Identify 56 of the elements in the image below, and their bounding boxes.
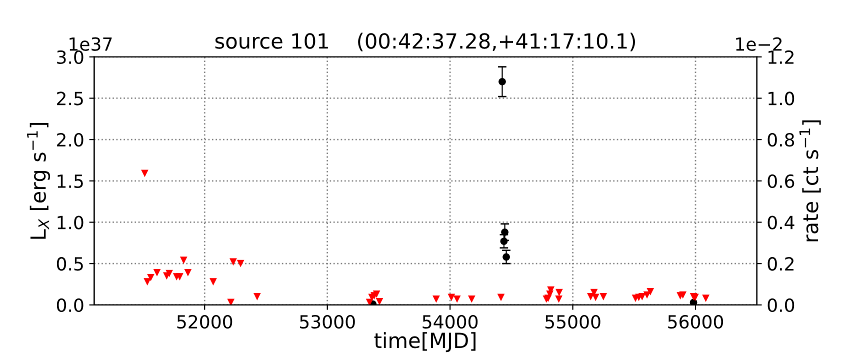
point [502, 253, 510, 261]
y2-tick-label: 0.4 [768, 216, 794, 230]
point [498, 78, 506, 86]
point [253, 292, 261, 300]
y-tick-label: 3.0 [57, 50, 84, 64]
y2-tick-label: 1.2 [768, 50, 794, 64]
point [236, 260, 244, 268]
point [497, 294, 505, 302]
point [166, 270, 173, 278]
point [144, 278, 151, 286]
y-tick-label: 2.0 [57, 133, 84, 147]
point [180, 256, 188, 264]
point [702, 294, 710, 302]
text: 1e37 [70, 37, 112, 51]
point [555, 288, 563, 296]
y2-tick-label: 1.0 [768, 92, 794, 106]
point [679, 291, 687, 299]
point [372, 290, 380, 298]
y2-tick-label: 0.8 [768, 133, 794, 147]
y2-tick-label: 0.2 [768, 257, 794, 271]
point [448, 294, 456, 302]
point [227, 298, 235, 305]
x-tick-label: 55000 [545, 314, 600, 329]
point [468, 295, 476, 303]
y-tick-label: 0.0 [56, 298, 84, 312]
point [176, 273, 184, 280]
point [147, 274, 154, 282]
point [453, 295, 461, 303]
x-tick-label: 54000 [422, 314, 478, 329]
point [184, 269, 192, 276]
point [376, 298, 384, 305]
point [210, 278, 217, 286]
point [555, 295, 562, 303]
y-tick-label: 1.5 [58, 174, 83, 188]
y-axis-title: L$_{X}$ [erg s$^{−1}$] [27, 122, 50, 239]
y-tick-label: 0.5 [56, 257, 83, 271]
point [153, 269, 161, 276]
y-tick-label: 1.0 [58, 216, 84, 230]
point [638, 292, 646, 300]
point [230, 258, 237, 266]
x-tick-label: 56000 [668, 314, 724, 329]
y2-axis-title: rate [ct s$^{−1}$] [799, 120, 821, 242]
point [141, 170, 148, 178]
point [432, 295, 440, 303]
chart-title: source 101 (00:42:37.28,+41:17:10.1) [215, 32, 635, 52]
x-tick-label: 53000 [300, 314, 355, 329]
point [501, 228, 508, 236]
text: 1e−2 [736, 37, 782, 51]
point [600, 292, 608, 300]
y2-tick-label: 0.6 [768, 174, 794, 188]
x-axis-title: time[MJD] [374, 332, 476, 352]
point [646, 288, 654, 296]
point [500, 238, 508, 245]
y-tick-label: 2.5 [57, 92, 83, 106]
y2-tick-label: 0.0 [768, 298, 794, 312]
x-tick-label: 52000 [177, 314, 232, 329]
